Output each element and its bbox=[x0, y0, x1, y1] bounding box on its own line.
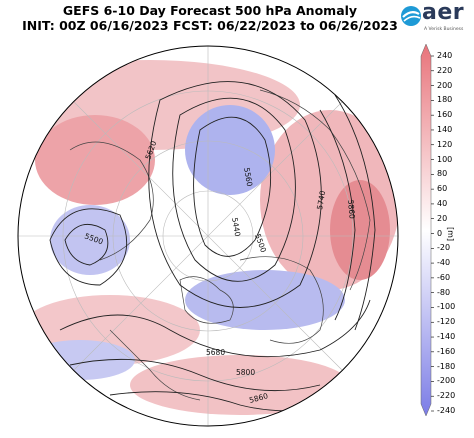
negative-anomaly-southwest bbox=[25, 340, 135, 380]
colorbar-tick-label: 60 bbox=[437, 184, 448, 194]
colorbar-tick-label: -140 bbox=[437, 332, 456, 342]
colorbar-tick-label: 0 bbox=[437, 228, 443, 238]
colorbar-tick-label: 180 bbox=[437, 95, 453, 105]
negative-anomaly-west bbox=[50, 205, 130, 275]
colorbar-tick-label: -160 bbox=[437, 346, 456, 356]
contour-labels: 5620 5560 5500 5440 5500 5740 5860 5680 … bbox=[83, 139, 356, 404]
colorbar-tick-label: 220 bbox=[437, 65, 453, 75]
contour-label: 5800 bbox=[236, 368, 255, 377]
contour-label: 5860 bbox=[346, 199, 357, 219]
colorbar-tick-label: -20 bbox=[437, 243, 451, 253]
globe-outline bbox=[17, 45, 399, 427]
contour-label: 5740 bbox=[315, 190, 327, 211]
logo-tagline: A Verisk Business bbox=[424, 27, 464, 32]
colorbar-tick-label: 100 bbox=[437, 154, 453, 164]
colorbar-tick-label: -40 bbox=[437, 258, 451, 268]
positive-anomaly-east-core bbox=[330, 180, 390, 280]
graticule bbox=[18, 46, 398, 426]
aer-globe-icon bbox=[401, 6, 421, 26]
negative-anomaly-central bbox=[185, 270, 345, 330]
colorbar-tick-label: -180 bbox=[437, 361, 456, 371]
coastlines bbox=[69, 89, 371, 401]
colorbar-tick-label: -60 bbox=[437, 272, 451, 282]
logo-wordmark: aer bbox=[422, 0, 465, 25]
colorbar-tick-label: 160 bbox=[437, 110, 453, 120]
chart-subtitle: INIT: 00Z 06/16/2023 FCST: 06/22/2023 to… bbox=[22, 18, 398, 33]
colorbar-tick-label: 200 bbox=[437, 80, 453, 90]
colorbar-tick-label: 80 bbox=[437, 169, 448, 179]
colorbar-tick-label: -80 bbox=[437, 287, 451, 297]
contour-label: 5440 bbox=[230, 217, 242, 238]
colorbar-tick-label: -220 bbox=[437, 391, 456, 401]
contour-label: 5680 bbox=[206, 348, 225, 357]
chart-title: GEFS 6-10 Day Forecast 500 hPa Anomaly bbox=[62, 3, 358, 18]
colorbar-tick-label: -240 bbox=[437, 406, 456, 415]
colorbar-ticks bbox=[431, 55, 434, 412]
colorbar bbox=[420, 43, 432, 417]
colorbar-tick-label: -120 bbox=[437, 317, 456, 327]
colorbar-tick-label: 20 bbox=[437, 213, 448, 223]
positive-anomaly-northwest bbox=[35, 115, 155, 205]
contour-label: 5560 bbox=[242, 167, 254, 188]
colorbar-tick-label: -100 bbox=[437, 302, 456, 312]
colorbar-unit: [m] bbox=[446, 227, 455, 242]
colorbar-tick-label: 140 bbox=[437, 124, 453, 134]
colorbar-tick-label: 120 bbox=[437, 139, 453, 149]
colorbar-tick-label: 240 bbox=[437, 51, 453, 60]
aer-logo: aer A Verisk Business bbox=[400, 0, 472, 36]
negative-anomaly-north bbox=[185, 105, 275, 195]
colorbar-tick-label: -200 bbox=[437, 376, 456, 386]
height-contours bbox=[49, 81, 376, 412]
colorbar-tick-label: 40 bbox=[437, 198, 448, 208]
positive-anomaly-south bbox=[130, 355, 350, 415]
